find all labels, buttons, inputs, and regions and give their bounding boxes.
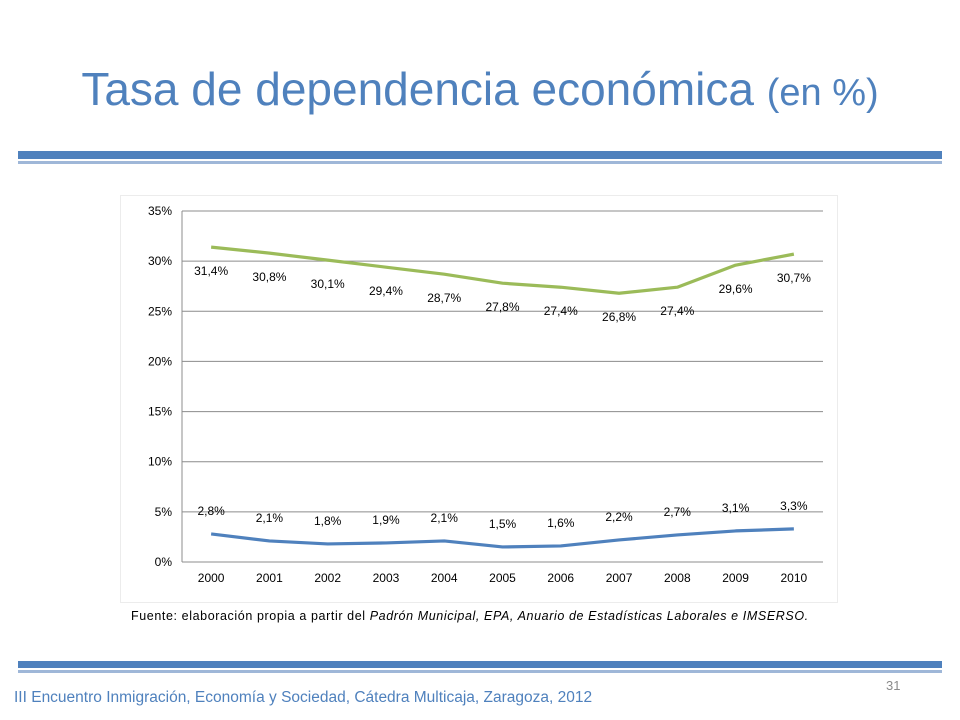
- data-label: 1,5%: [489, 517, 517, 531]
- y-tick-label: 0%: [155, 555, 173, 569]
- y-tick-label: 25%: [148, 304, 172, 318]
- source-prefix: Fuente: elaboración propia a partir del: [131, 609, 370, 623]
- bottom-rule-thick: [18, 661, 942, 668]
- data-label: 30,8%: [252, 270, 286, 284]
- data-label: 2,2%: [605, 510, 633, 524]
- y-tick-label: 20%: [148, 354, 172, 368]
- data-label: 28,7%: [427, 291, 461, 305]
- x-tick-label: 2002: [314, 571, 341, 585]
- series-line: [210, 245, 795, 295]
- data-label: 1,9%: [372, 513, 400, 527]
- footer-text: III Encuentro Inmigración, Economía y So…: [14, 689, 593, 706]
- x-tick-label: 2003: [373, 571, 400, 585]
- x-tick-label: 2004: [431, 571, 458, 585]
- chart-area: 0% 5% 10% 15% 20% 25% 30% 35% 2000 2001 2002 2003 20…: [120, 195, 838, 603]
- data-label: 29,6%: [719, 282, 753, 296]
- x-tick-label: 2008: [664, 571, 691, 585]
- data-label: 27,4%: [544, 304, 578, 318]
- chart-border: [120, 195, 838, 603]
- title-main: Tasa de dependencia económica: [81, 63, 767, 115]
- y-tick-label: 10%: [148, 455, 172, 469]
- x-tick-label: 2005: [489, 571, 516, 585]
- x-tick-label: 2006: [547, 571, 574, 585]
- line-chart: 0% 5% 10% 15% 20% 25% 30% 35% 2000 2001 2002 2003 20…: [120, 195, 838, 603]
- data-label: 1,6%: [547, 516, 575, 530]
- data-label: 2,1%: [256, 511, 284, 525]
- data-label: 31,4%: [194, 264, 228, 278]
- y-tick-label: 35%: [148, 204, 172, 218]
- data-label: 29,4%: [369, 284, 403, 298]
- x-tick-label: 2000: [198, 571, 225, 585]
- y-tick-label: 15%: [148, 405, 172, 419]
- top-rule-thick: [18, 151, 942, 159]
- data-label: 2,7%: [664, 505, 692, 519]
- y-tick-label: 30%: [148, 254, 172, 268]
- title-suffix: (en %): [766, 72, 879, 114]
- page-number: 31: [886, 678, 901, 693]
- slide-title: Tasa de dependencia económica (en %): [0, 62, 960, 116]
- x-tick-label: 2010: [781, 571, 808, 585]
- data-label: 27,4%: [660, 304, 694, 318]
- source-note: Fuente: elaboración propia a partir del …: [131, 609, 809, 623]
- y-tick-label: 5%: [155, 505, 173, 519]
- x-tick-label: 2007: [606, 571, 633, 585]
- data-label: 2,8%: [197, 504, 225, 518]
- top-rule-thin: [18, 161, 942, 164]
- series-line: [210, 527, 794, 549]
- x-tick-label: 2009: [722, 571, 749, 585]
- bottom-rule-thin: [18, 670, 942, 673]
- data-label: 30,1%: [311, 277, 345, 291]
- data-label: 30,7%: [777, 271, 811, 285]
- data-label: 1,8%: [314, 514, 342, 528]
- data-label: 26,8%: [602, 310, 636, 324]
- data-label: 3,3%: [780, 499, 808, 513]
- source-italic: Padrón Municipal, EPA, Anuario de Estadí…: [369, 609, 809, 623]
- data-label: 27,8%: [485, 300, 519, 314]
- data-label: 2,1%: [431, 511, 459, 525]
- x-tick-label: 2001: [256, 571, 283, 585]
- data-label: 3,1%: [722, 501, 750, 515]
